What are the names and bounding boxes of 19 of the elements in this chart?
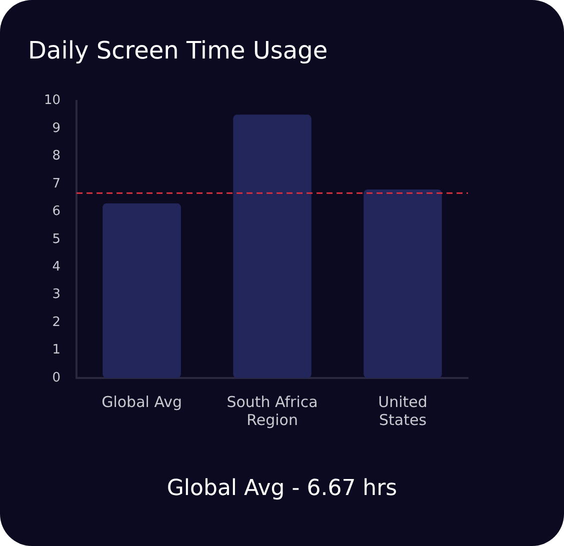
y-tick-label: 8 — [52, 148, 61, 164]
bar — [233, 114, 312, 378]
bar — [364, 190, 442, 378]
y-tick-label: 3 — [52, 287, 61, 302]
x-tick-label: United States — [378, 392, 428, 429]
y-tick-label: 10 — [44, 93, 61, 108]
y-tick-label: 2 — [52, 314, 61, 330]
bar — [102, 203, 181, 378]
y-tick-label: 4 — [52, 259, 61, 274]
x-tick-label: Global Avg — [102, 392, 182, 411]
y-tick-label: 1 — [52, 342, 61, 358]
y-tick-label: 9 — [52, 120, 61, 136]
y-tick-label: 5 — [52, 232, 61, 247]
y-tick-label: 6 — [52, 204, 61, 220]
y-tick-label: 0 — [52, 370, 61, 386]
chart-title: Daily Screen Time Usage — [28, 36, 328, 65]
text: Global Avg - 6.67 hrs — [166, 476, 398, 501]
y-tick-label: 7 — [52, 176, 61, 192]
x-tick-label: South Africa Region — [226, 392, 318, 429]
